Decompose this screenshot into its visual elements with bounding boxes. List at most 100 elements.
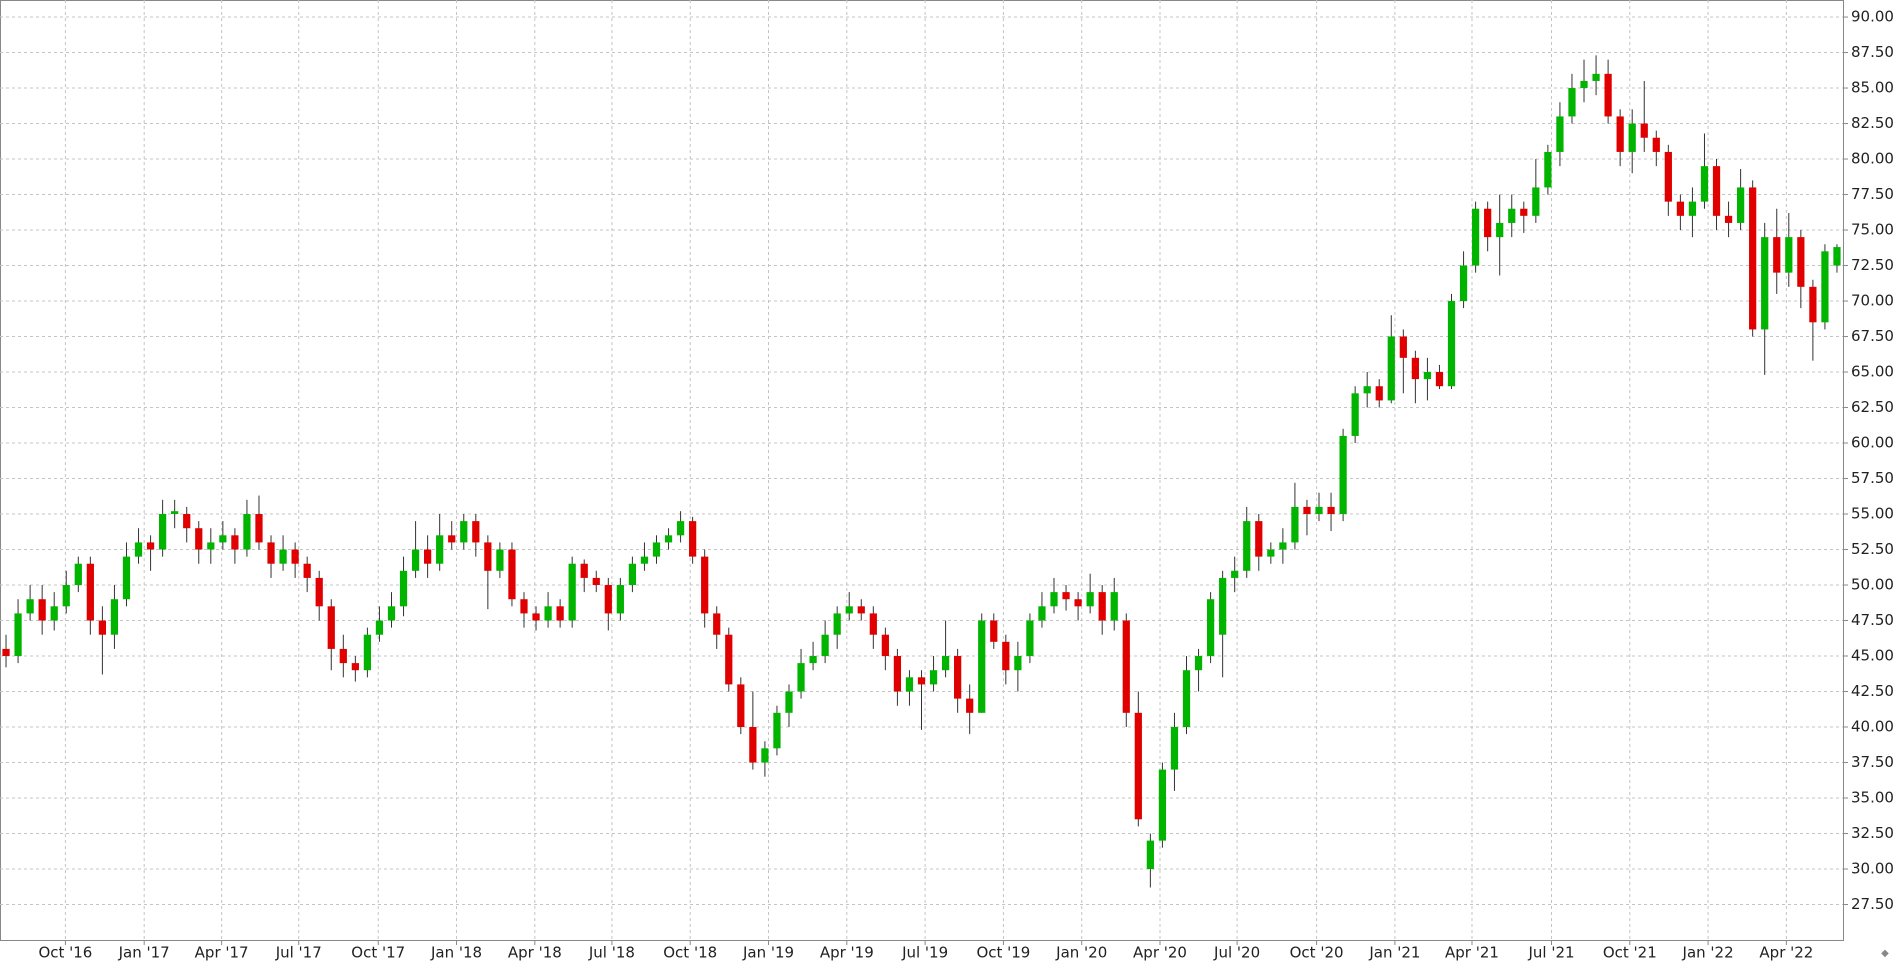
candle-body <box>1640 123 1648 138</box>
candle-body <box>508 549 516 600</box>
candle-body <box>1411 357 1419 380</box>
candle-body <box>881 634 889 657</box>
candle-body <box>1833 247 1841 266</box>
candle-body <box>219 535 227 543</box>
candle-body <box>1556 116 1564 152</box>
x-tick-label: Oct '21 <box>1603 944 1657 962</box>
candle-body <box>1014 656 1022 671</box>
candle-body <box>1773 237 1781 273</box>
candle-body <box>917 677 926 685</box>
candle-body <box>1604 73 1612 117</box>
candle-body <box>701 556 709 614</box>
grid <box>0 0 1843 940</box>
candle-body <box>1062 592 1070 600</box>
candle-body <box>1592 73 1600 81</box>
candle-body <box>845 606 853 614</box>
candle-body <box>1170 727 1179 770</box>
candle-body <box>303 563 311 578</box>
candle-body <box>1158 769 1167 841</box>
x-tick-label: Apr '18 <box>508 944 562 962</box>
candle-body <box>146 542 155 550</box>
candle-body <box>279 549 287 564</box>
y-tick-label: 67.50 <box>1851 327 1894 345</box>
y-tick-label: 30.00 <box>1851 860 1894 878</box>
candle-body <box>1279 542 1287 550</box>
candle-body <box>1544 151 1552 188</box>
y-tick-label: 57.50 <box>1851 469 1894 487</box>
x-tick-label: Jan '17 <box>118 944 170 962</box>
candle-body <box>1327 506 1335 515</box>
candle-body <box>978 620 986 713</box>
candle-body <box>749 727 757 763</box>
candle-body <box>183 514 191 529</box>
x-tick-label: Apr '21 <box>1445 944 1499 962</box>
candle-body <box>1038 606 1046 621</box>
candle-body <box>26 599 34 614</box>
candle-body <box>1231 570 1239 578</box>
candle-body <box>1568 88 1576 117</box>
x-tick-label: Oct '19 <box>976 944 1030 962</box>
candle-body <box>954 656 962 699</box>
candle-body <box>1797 237 1805 287</box>
candle-body <box>122 556 131 600</box>
x-tick-label: Oct '18 <box>663 944 717 962</box>
candle-body <box>1375 386 1383 401</box>
y-tick-label: 65.00 <box>1851 363 1894 381</box>
candle-body <box>339 648 347 664</box>
candle-body <box>580 563 588 578</box>
candle-body <box>1363 386 1371 394</box>
candle-body <box>14 613 22 657</box>
candle-body <box>267 542 275 564</box>
y-tick-label: 32.50 <box>1851 824 1894 842</box>
candle-body <box>1182 670 1191 728</box>
x-tick-label: Jul '17 <box>275 944 322 962</box>
candle-body <box>1206 599 1215 657</box>
candle-body <box>1134 712 1142 820</box>
candle-body <box>1110 592 1118 621</box>
candle-body <box>1098 592 1106 621</box>
candle-body <box>484 542 492 571</box>
candle-body <box>1459 265 1468 302</box>
candle-body <box>2 648 10 657</box>
x-tick-label: Jul '19 <box>901 944 948 962</box>
candle-body <box>436 535 444 564</box>
candle-body <box>1423 372 1432 380</box>
y-tick-label: 70.00 <box>1851 292 1894 310</box>
candle-body <box>1761 237 1769 330</box>
candle-body <box>98 620 107 635</box>
y-tick-label: 45.00 <box>1851 647 1894 665</box>
candle-body <box>857 606 865 614</box>
candle-body <box>1724 215 1733 223</box>
candle-body <box>1628 123 1636 152</box>
candle-body <box>640 556 649 564</box>
candle-body <box>375 620 384 635</box>
candle-body <box>231 535 239 550</box>
x-tick-label: Jan '20 <box>1055 944 1107 962</box>
candle-body <box>1122 620 1130 713</box>
corner-marker: ◆ <box>1881 948 1889 959</box>
candle-body <box>821 634 829 657</box>
x-tick-label: Jan '22 <box>1682 944 1734 962</box>
candle-body <box>1821 251 1829 323</box>
candle-body <box>50 606 58 621</box>
candle-body <box>797 663 805 692</box>
x-tick-label: Apr '19 <box>820 944 874 962</box>
candle-body <box>1471 208 1480 266</box>
candle-body <box>1219 577 1227 635</box>
candle-body <box>628 563 637 586</box>
candle-body <box>761 748 769 763</box>
candle-body <box>1146 840 1154 870</box>
candle-body <box>1496 222 1504 238</box>
candle-body <box>207 542 215 550</box>
y-tick-label: 85.00 <box>1851 79 1894 97</box>
y-tick-label: 60.00 <box>1851 434 1894 452</box>
candle-body <box>1700 166 1709 202</box>
candle-body <box>1194 656 1203 671</box>
candle-body <box>941 656 950 671</box>
candle-body <box>1267 549 1275 557</box>
candle-body <box>255 514 263 543</box>
candle-body <box>652 542 661 557</box>
candle-body <box>363 634 372 671</box>
y-tick-label: 35.00 <box>1851 789 1894 807</box>
